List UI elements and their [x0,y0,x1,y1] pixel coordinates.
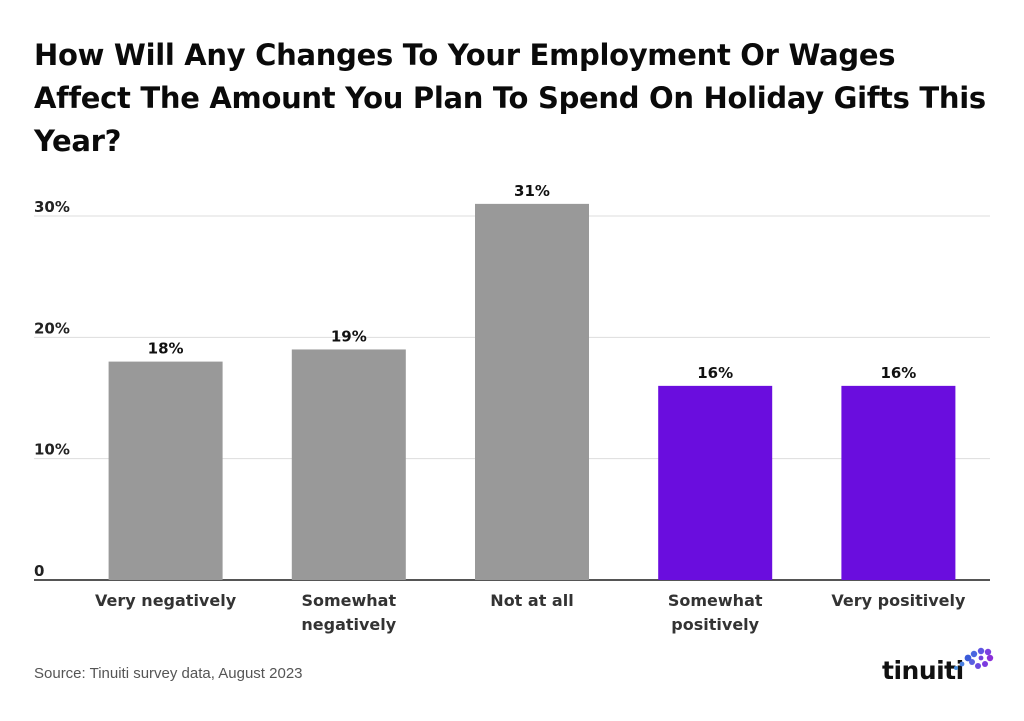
x-tick-label: negatively [301,615,396,634]
x-tick-label: positively [671,615,759,634]
chart-title: How Will Any Changes To Your Employment … [34,38,986,158]
bar [108,361,223,580]
bar [658,385,773,580]
logo-text: tinuiti [882,656,964,685]
bar-value-label: 18% [148,340,184,358]
bar [475,203,589,580]
y-tick-label: 20% [34,319,70,337]
y-tick-label: 0 [34,562,44,580]
bar [841,385,956,580]
y-tick-label: 30% [34,198,70,216]
x-tick-label: Very positively [831,591,966,610]
bar [291,349,406,580]
tinuiti-logo: tinuiti [882,640,994,688]
x-tick-label: Somewhat [668,591,763,610]
bar-chart: 0 10% 20% 30% 18% Very negatively 19% Somewhat n… [34,182,990,634]
y-tick-label: 10% [34,441,70,459]
source-note: Source: Tinuiti survey data, August 2023 [34,665,303,682]
bar-value-label: 16% [697,364,733,382]
logo-dots-icon [954,647,994,670]
x-tick-label: Not at all [490,591,573,610]
bar-value-label: 31% [514,182,550,200]
x-tick-label: Somewhat [301,591,396,610]
bar-value-label: 16% [880,364,916,382]
x-tick-label: Very negatively [95,591,237,610]
bar-value-label: 19% [331,327,367,345]
